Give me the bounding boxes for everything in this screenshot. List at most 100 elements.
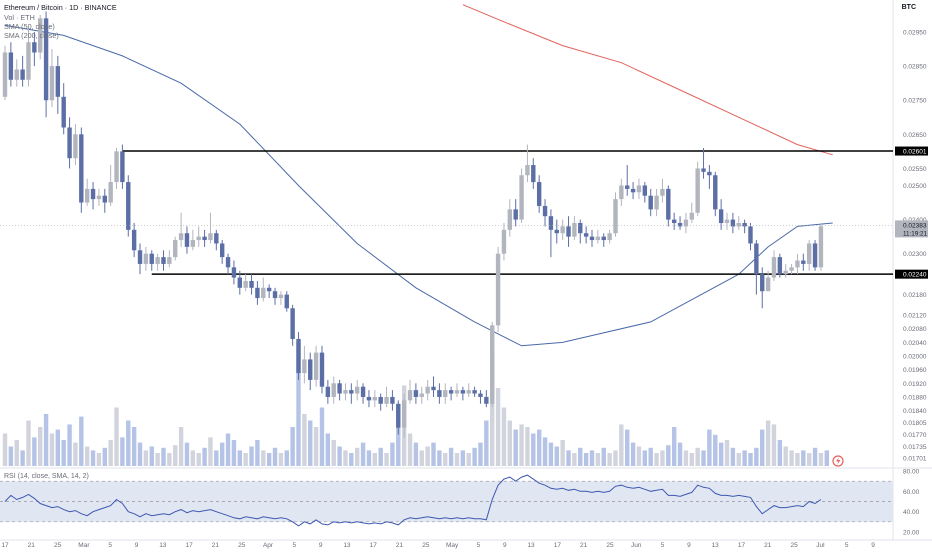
rsi-line [4, 474, 822, 527]
candle-body [707, 171, 712, 176]
candle-body [666, 188, 671, 220]
candle-body [642, 185, 648, 196]
candle-body [613, 199, 618, 234]
volume-bar [407, 433, 413, 466]
candle-body [384, 396, 389, 404]
time-tick-label: 21 [212, 542, 220, 549]
volume-bar [337, 446, 342, 466]
volume-bar [660, 450, 665, 466]
candle-body [490, 325, 495, 404]
volume-bar [718, 442, 724, 466]
candle-body [443, 390, 448, 397]
candle-body [648, 195, 653, 210]
volume-bar [413, 442, 419, 466]
countdown-label: 11:19:21 [903, 230, 928, 237]
volume-bar [396, 407, 401, 466]
volume-bar [255, 440, 260, 466]
volume-bar [789, 450, 794, 466]
time-tick-label: 17 [1, 542, 9, 549]
volume-bar [431, 442, 436, 466]
rsi-tick-label: 20.00 [903, 530, 920, 537]
candle-body [396, 403, 401, 428]
time-tick-label: 5 [293, 542, 297, 549]
volume-bar [730, 447, 736, 466]
candle-body [290, 308, 295, 339]
candle-body [308, 359, 313, 380]
candle-body [161, 257, 166, 264]
volume-bar [583, 453, 589, 466]
volume-bar [548, 442, 554, 466]
volume-bar [654, 453, 659, 466]
candle-body [61, 96, 66, 128]
volume-bar [619, 424, 624, 466]
volume-bar [525, 427, 530, 466]
volume-bar [695, 447, 700, 466]
rsi-tick-label: 80.00 [903, 469, 920, 476]
price-tick-label: 0.02750 [903, 98, 927, 105]
volume-bar [102, 447, 107, 466]
volume-bar [49, 433, 55, 466]
candle-body [114, 151, 119, 183]
candle-body [149, 253, 154, 264]
candle-body [126, 182, 131, 230]
candle-body [313, 352, 319, 380]
candle-body [583, 233, 589, 237]
volume-bar [501, 407, 507, 466]
candle-body [495, 253, 501, 326]
volume-bar [290, 427, 295, 466]
volume-bar [196, 453, 201, 466]
volume-bar [296, 342, 301, 466]
candle-body [783, 270, 788, 275]
candle-body [636, 185, 642, 193]
time-tick-label: 25 [606, 542, 614, 549]
volume-bar [613, 450, 618, 466]
volume-bar [319, 407, 325, 466]
volume-bar [313, 427, 319, 466]
candle-body [167, 257, 172, 264]
candle-body [96, 195, 102, 200]
rsi-tick-label: 60.00 [903, 489, 920, 496]
candle-body [331, 383, 336, 397]
candle-body [525, 165, 530, 176]
volume-bar [249, 446, 254, 466]
candle-body [484, 396, 489, 404]
candle-body [460, 390, 466, 394]
volume-bar [331, 440, 336, 466]
candle-body [349, 390, 354, 394]
candle-body [765, 277, 771, 292]
time-tick-label: 9 [503, 542, 507, 549]
candle-body [366, 396, 372, 401]
volume-bar [384, 453, 389, 466]
candle-body [560, 226, 565, 234]
volume-bar [43, 414, 49, 466]
candle-body [801, 260, 806, 264]
candle-body [572, 223, 577, 237]
candle-body [38, 18, 43, 53]
volume-bar [378, 447, 383, 466]
time-tick-label: 9 [319, 542, 323, 549]
price-tick-label: 0.02950 [903, 30, 927, 37]
volume-bar [460, 450, 466, 466]
candle-body [355, 386, 360, 394]
volume-bar [67, 424, 72, 466]
volume-bar [272, 447, 278, 466]
volume-bar [484, 420, 489, 466]
price-tick-label: 0.02000 [903, 354, 927, 361]
volume-bar [777, 440, 783, 466]
volume-bar [202, 447, 207, 466]
rsi-tick-label: 40.00 [903, 509, 920, 516]
volume-bar [131, 427, 137, 466]
candle-body [90, 188, 96, 200]
candle-body [108, 182, 113, 203]
volume-bar [560, 440, 565, 466]
price-tick-label: 0.01770 [903, 432, 927, 439]
volume-bar [173, 445, 178, 466]
candle-body [454, 390, 460, 394]
candle-body [748, 226, 753, 244]
time-tick-label: 25 [422, 542, 430, 549]
volume-bar [302, 414, 307, 466]
time-tick-label: May [446, 542, 459, 549]
price-tick-label: 0.02300 [903, 251, 927, 258]
